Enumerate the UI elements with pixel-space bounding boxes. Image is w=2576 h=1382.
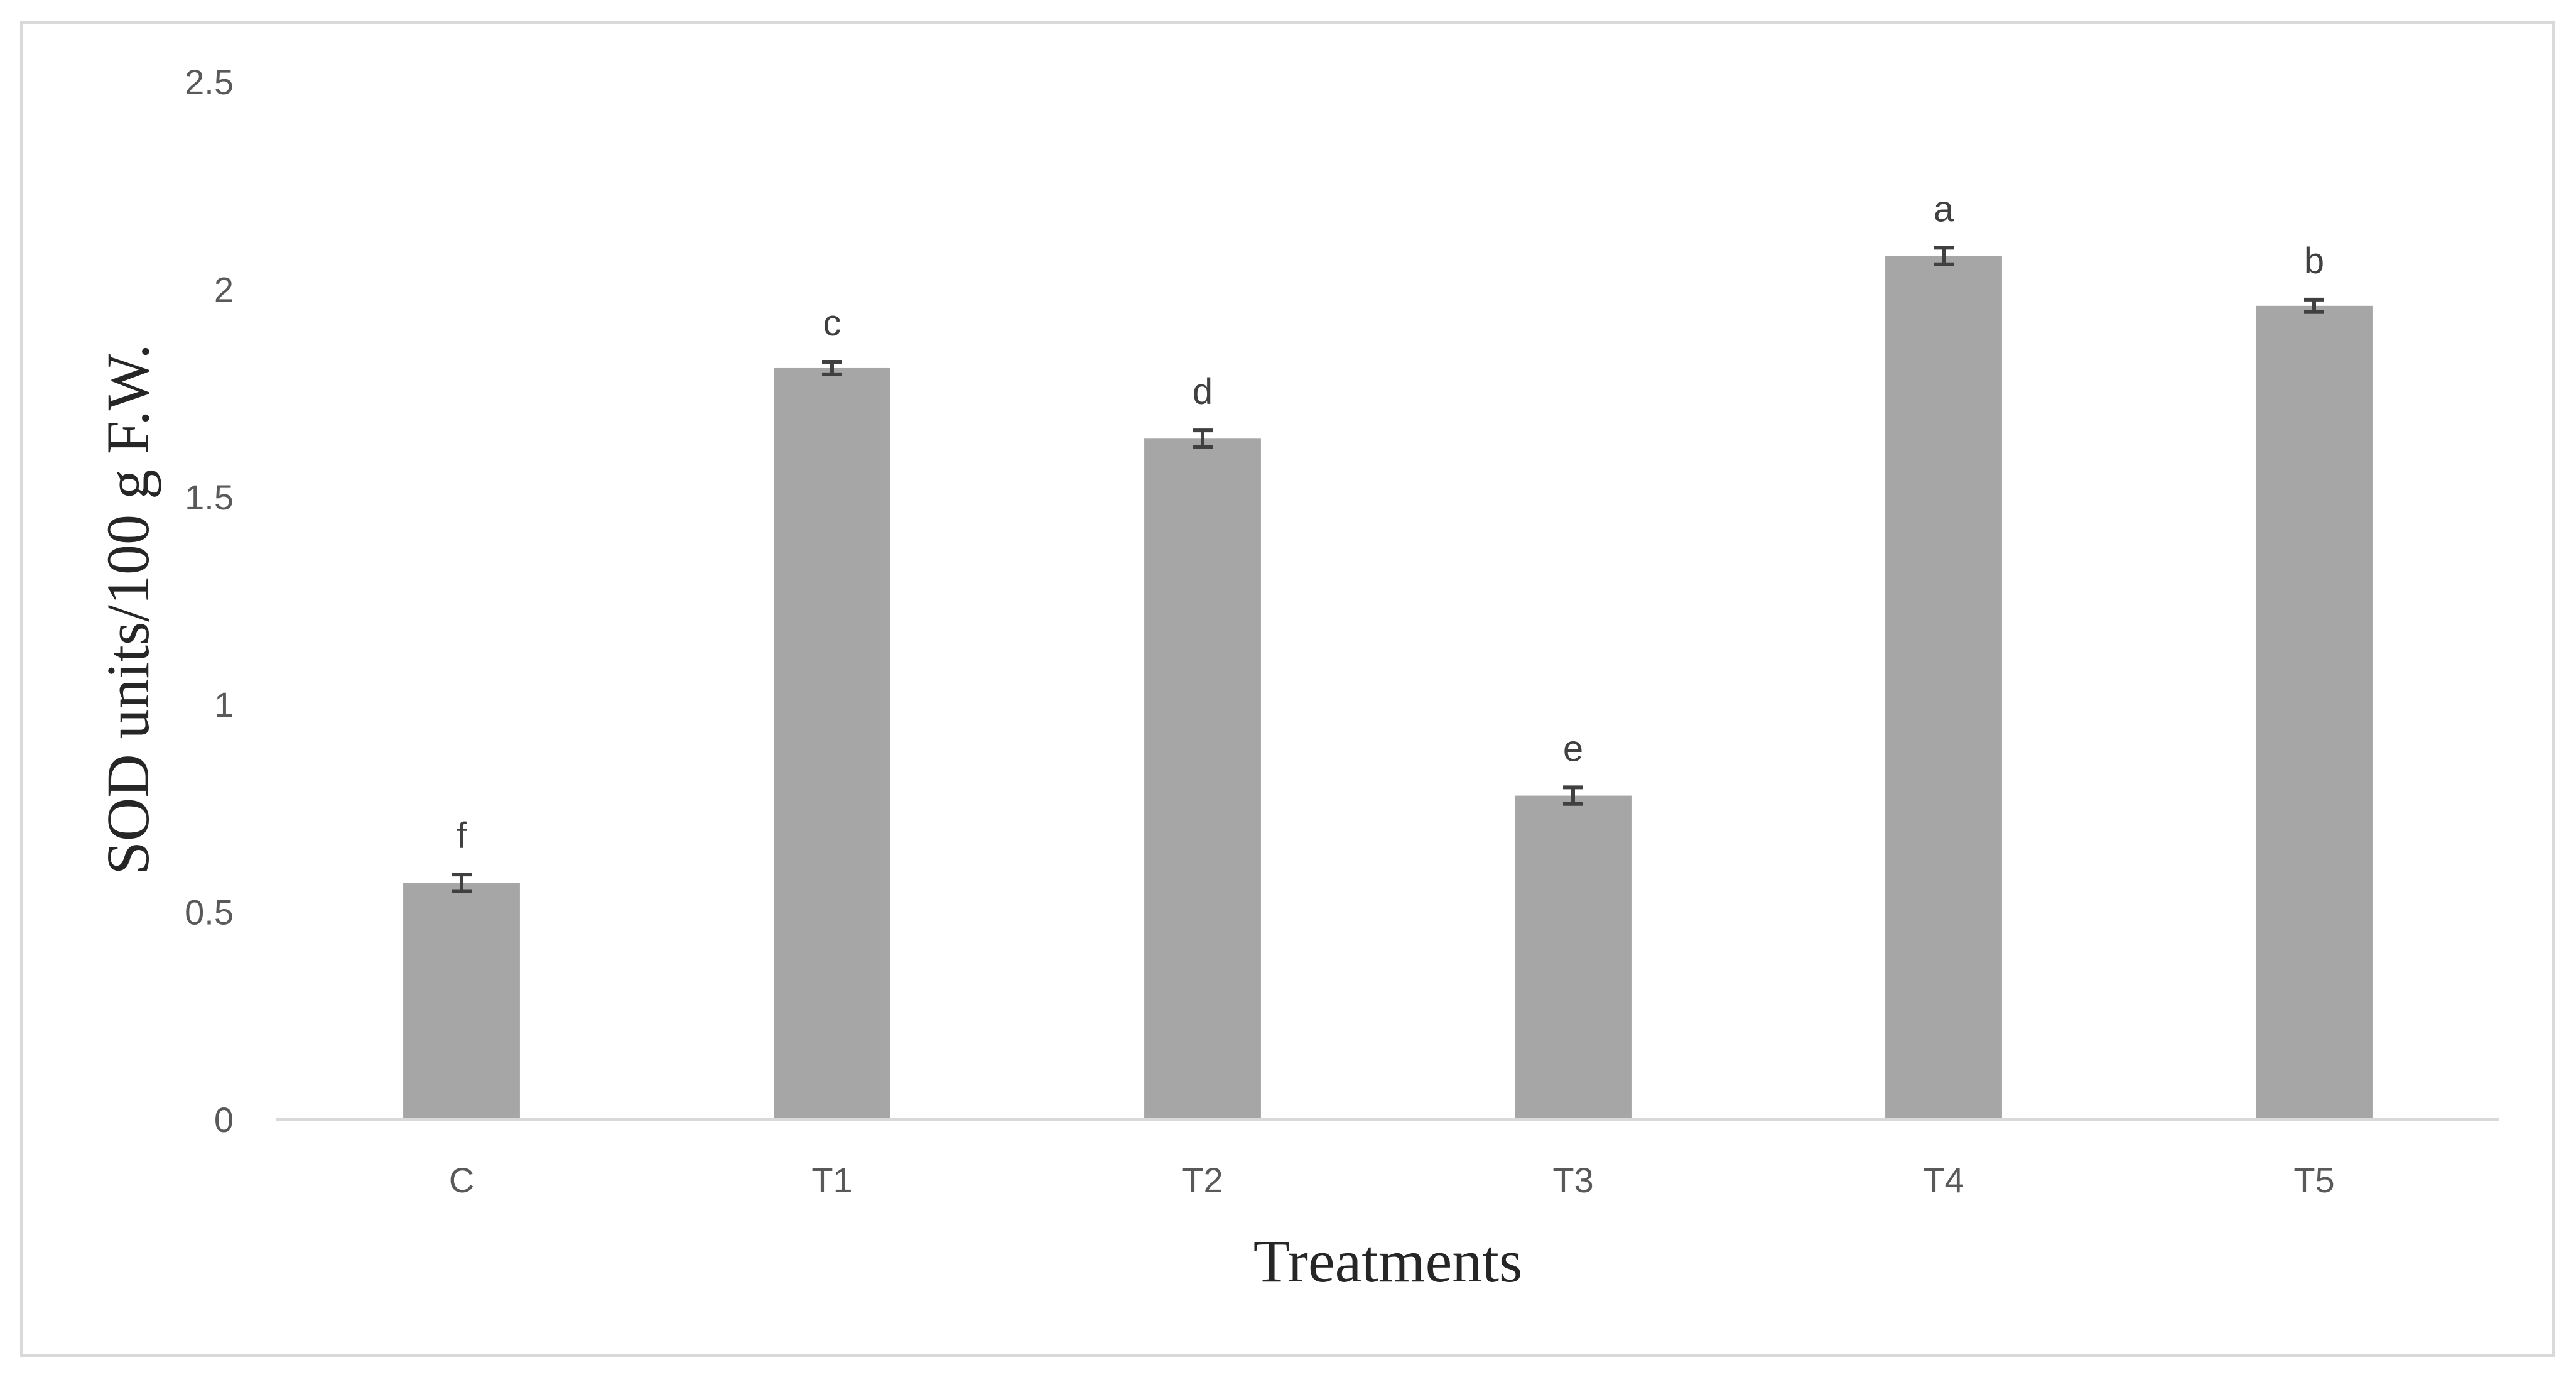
y-tick-label: 0.5 xyxy=(185,893,234,932)
bar-t1 xyxy=(774,367,890,1119)
significance-letter-t3: e xyxy=(1563,728,1583,769)
chart-frame xyxy=(20,21,2555,1357)
y-tick-label: 1 xyxy=(214,685,234,724)
x-tick-label-t1: T1 xyxy=(811,1160,852,1200)
significance-letter-t2: d xyxy=(1193,371,1213,412)
bar-t5 xyxy=(2256,305,2373,1119)
error-bar-t4 xyxy=(1934,246,1954,266)
x-axis-title: Treatments xyxy=(1253,1227,1522,1295)
x-tick-label-t2: T2 xyxy=(1182,1160,1223,1200)
bar-t2 xyxy=(1144,438,1261,1119)
y-tick-label: 2.5 xyxy=(185,62,234,102)
bar-t3 xyxy=(1515,795,1632,1119)
y-tick-label: 0 xyxy=(214,1100,234,1140)
x-tick-label-c: C xyxy=(449,1160,474,1200)
bar-t4 xyxy=(1885,256,2002,1119)
error-bar-t1 xyxy=(822,360,842,376)
bar-c xyxy=(403,883,520,1119)
x-tick-label-t4: T4 xyxy=(1923,1160,1964,1200)
error-bar-t5 xyxy=(2304,297,2324,314)
significance-letter-t1: c xyxy=(823,303,842,344)
error-bar-c xyxy=(452,873,472,893)
significance-letters: f c d e a b xyxy=(457,188,2324,856)
error-bar-t3 xyxy=(1563,785,1583,806)
bar-series xyxy=(403,256,2373,1119)
y-tick-label: 1.5 xyxy=(185,477,234,517)
x-axis-ticks: C T1 T2 T3 T4 T5 xyxy=(449,1160,2335,1200)
y-tick-label: 2 xyxy=(214,269,234,309)
error-bar-t2 xyxy=(1193,428,1213,449)
y-axis-ticks: 0 0.5 1 1.5 2 2.5 xyxy=(185,62,234,1140)
x-tick-label-t3: T3 xyxy=(1552,1160,1593,1200)
y-axis-title: SOD units/100 g F.W. xyxy=(94,344,161,875)
significance-letter-t4: a xyxy=(1934,188,1954,229)
x-tick-label-t5: T5 xyxy=(2293,1160,2334,1200)
error-bars xyxy=(452,246,2324,893)
significance-letter-t5: b xyxy=(2304,241,2324,281)
significance-letter-c: f xyxy=(457,815,467,856)
